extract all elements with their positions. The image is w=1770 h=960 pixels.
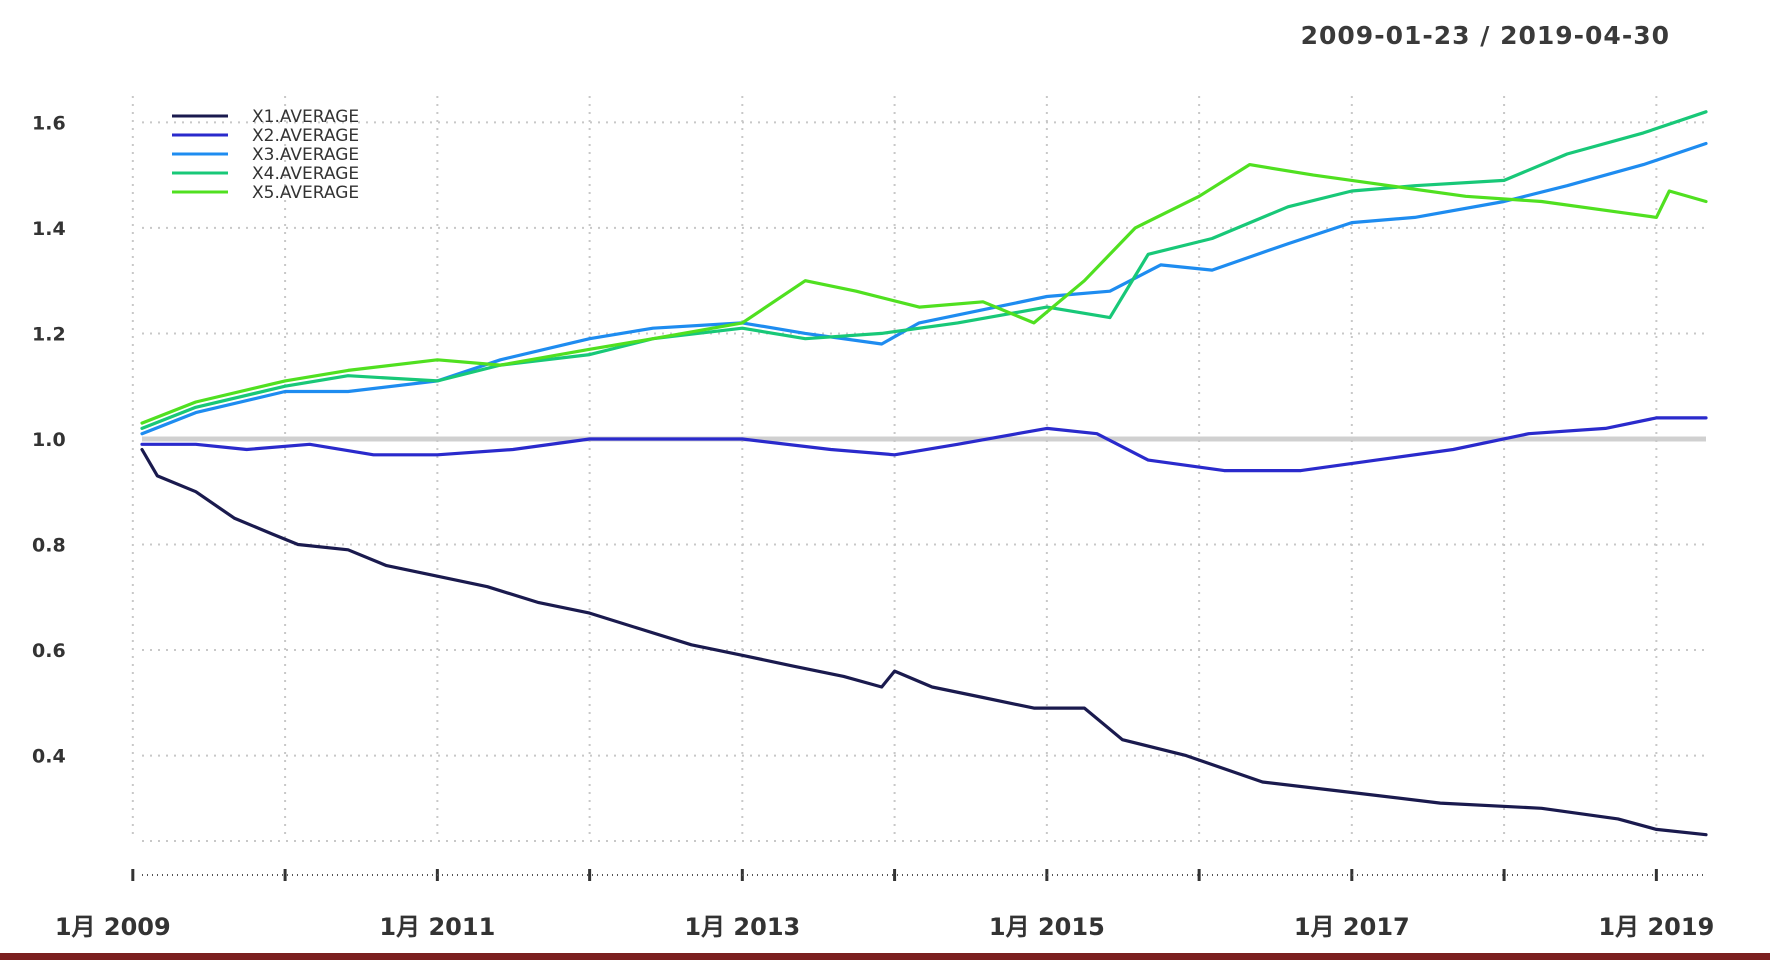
grid — [131, 96, 1706, 842]
x-axis: 1月 2009 1月 2011 1月 2013 1月 2015 1月 2017 1月 20… — [55, 869, 1714, 941]
series-line-x4 — [140, 110, 1708, 430]
y-axis: 0.4 0.6 0.8 1.0 1.2 1.4 1.6 — [32, 112, 66, 767]
x-tick-label: 1月 2011 — [379, 913, 495, 941]
legend-label: X1.AVERAGE — [252, 107, 359, 127]
x-tick-label: 1月 2013 — [684, 913, 800, 941]
series-line-x5 — [140, 163, 1708, 425]
legend-label: X2.AVERAGE — [252, 126, 359, 146]
legend-label: X3.AVERAGE — [252, 145, 359, 165]
series-lines — [140, 110, 1708, 837]
bottom-border — [0, 953, 1770, 960]
y-tick-label: 1.0 — [32, 429, 66, 451]
legend: X1.AVERAGEX2.AVERAGEX3.AVERAGEX4.AVERAGE… — [172, 107, 359, 203]
legend-label: X4.AVERAGE — [252, 164, 359, 184]
series-line-x1 — [140, 447, 1708, 837]
x-tick-label: 1月 2009 — [55, 913, 171, 941]
series-line-x3 — [140, 141, 1708, 436]
legend-label: X5.AVERAGE — [252, 183, 359, 203]
y-tick-label: 0.8 — [32, 535, 66, 557]
series-line-x2 — [140, 416, 1708, 473]
y-tick-label: 0.6 — [32, 640, 66, 662]
x-tick-label: 1月 2015 — [989, 913, 1105, 941]
y-tick-label: 1.4 — [32, 218, 66, 240]
y-tick-label: 0.4 — [32, 746, 66, 768]
chart-title: 2009-01-23 / 2019-04-30 — [1301, 21, 1670, 50]
y-tick-label: 1.2 — [32, 323, 66, 345]
y-tick-label: 1.6 — [32, 112, 66, 134]
x-tick-label: 1月 2019 — [1598, 913, 1714, 941]
x-tick-label: 1月 2017 — [1294, 913, 1410, 941]
